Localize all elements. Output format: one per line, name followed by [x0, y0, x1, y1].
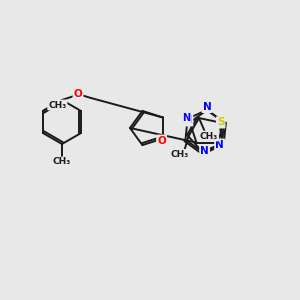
Text: CH₃: CH₃ — [200, 131, 218, 140]
Text: S: S — [217, 117, 224, 128]
Text: O: O — [74, 89, 82, 99]
Text: CH₃: CH₃ — [170, 150, 188, 159]
Text: CH₃: CH₃ — [48, 100, 67, 109]
Text: N: N — [202, 102, 211, 112]
Text: N: N — [200, 146, 209, 156]
Text: O: O — [157, 136, 166, 146]
Text: N: N — [184, 116, 192, 125]
Text: CH₃: CH₃ — [53, 158, 71, 166]
Text: N: N — [215, 140, 224, 150]
Text: N: N — [183, 112, 191, 123]
